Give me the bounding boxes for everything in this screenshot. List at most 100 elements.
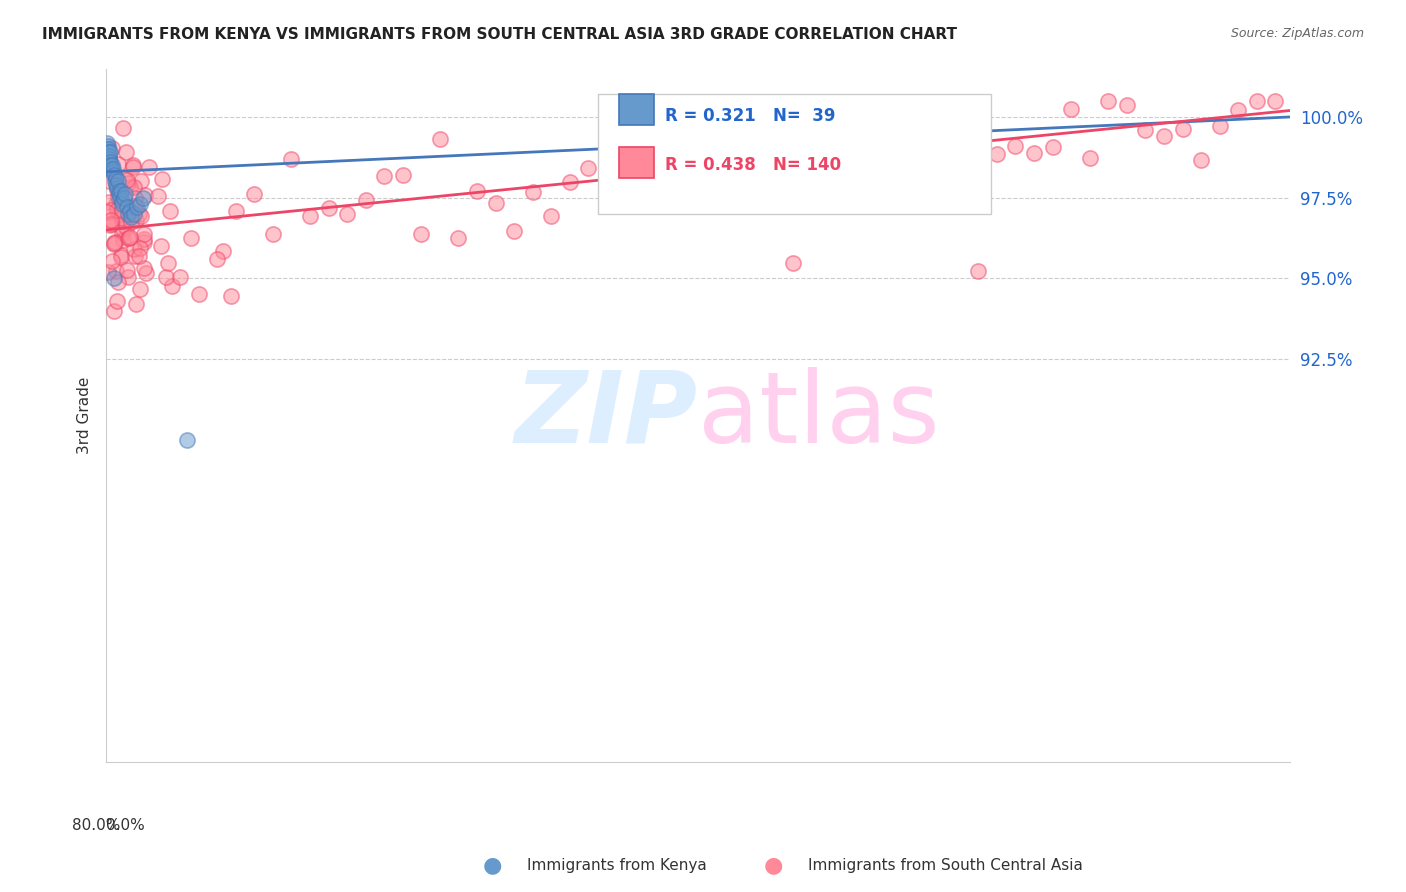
Immigrants from Kenya xyxy=(100,158,122,172)
Text: R = 0.438   N= 140: R = 0.438 N= 140 xyxy=(665,156,841,174)
Immigrants from Kenya xyxy=(97,149,120,163)
Immigrants from South Central Asia xyxy=(1246,94,1268,108)
Immigrants from South Central Asia xyxy=(101,254,124,268)
Immigrants from South Central Asia xyxy=(111,120,134,135)
Immigrants from South Central Asia xyxy=(596,118,619,132)
Immigrants from South Central Asia xyxy=(120,215,142,229)
Text: ●: ● xyxy=(763,855,783,875)
Immigrants from South Central Asia xyxy=(111,214,134,228)
Immigrants from Kenya xyxy=(176,433,198,447)
Immigrants from Kenya xyxy=(112,191,135,205)
Immigrants from South Central Asia xyxy=(150,172,173,186)
Immigrants from South Central Asia xyxy=(101,141,124,155)
Immigrants from Kenya xyxy=(96,142,118,156)
Immigrants from South Central Asia xyxy=(1171,122,1194,136)
Immigrants from South Central Asia xyxy=(180,231,202,245)
Immigrants from Kenya xyxy=(98,155,121,169)
Immigrants from South Central Asia xyxy=(1078,151,1101,165)
Immigrants from South Central Asia xyxy=(354,193,377,207)
Immigrants from South Central Asia xyxy=(100,212,122,227)
Immigrants from South Central Asia xyxy=(117,269,139,284)
Immigrants from Kenya xyxy=(122,207,145,221)
Immigrants from Kenya xyxy=(114,187,136,202)
Immigrants from South Central Asia xyxy=(129,209,152,223)
Immigrants from South Central Asia xyxy=(633,194,655,209)
Immigrants from South Central Asia xyxy=(98,203,121,218)
Immigrants from South Central Asia xyxy=(115,219,138,234)
Immigrants from South Central Asia xyxy=(132,235,155,249)
Immigrants from South Central Asia xyxy=(1153,128,1175,143)
Immigrants from South Central Asia xyxy=(105,183,128,197)
Immigrants from South Central Asia xyxy=(967,264,990,278)
Immigrants from South Central Asia xyxy=(187,286,209,301)
Immigrants from South Central Asia xyxy=(651,184,673,198)
Immigrants from South Central Asia xyxy=(107,275,129,289)
Immigrants from South Central Asia xyxy=(1004,139,1026,153)
Immigrants from South Central Asia xyxy=(1022,146,1045,161)
Text: Immigrants from South Central Asia: Immigrants from South Central Asia xyxy=(808,858,1084,872)
Immigrants from South Central Asia xyxy=(104,264,127,278)
Immigrants from Kenya xyxy=(118,203,141,218)
Immigrants from South Central Asia xyxy=(124,191,146,205)
Immigrants from South Central Asia xyxy=(105,293,128,308)
Y-axis label: 3rd Grade: 3rd Grade xyxy=(77,376,93,454)
Immigrants from South Central Asia xyxy=(373,169,395,183)
Immigrants from Kenya xyxy=(98,145,121,160)
Immigrants from South Central Asia xyxy=(125,213,148,227)
Immigrants from South Central Asia xyxy=(149,239,172,253)
Text: atlas: atlas xyxy=(697,367,939,464)
Immigrants from South Central Asia xyxy=(262,227,284,242)
Text: Source: ZipAtlas.com: Source: ZipAtlas.com xyxy=(1230,27,1364,40)
Text: ZIP: ZIP xyxy=(515,367,697,464)
Immigrants from South Central Asia xyxy=(138,160,160,174)
Immigrants from South Central Asia xyxy=(135,266,157,280)
Immigrants from South Central Asia xyxy=(129,174,152,188)
Immigrants from South Central Asia xyxy=(578,161,600,175)
Immigrants from Kenya xyxy=(103,271,125,285)
Immigrants from South Central Asia xyxy=(447,231,470,245)
Immigrants from South Central Asia xyxy=(98,173,121,187)
Text: 0.0%: 0.0% xyxy=(105,818,145,833)
Immigrants from South Central Asia xyxy=(111,202,134,217)
Immigrants from South Central Asia xyxy=(117,176,139,190)
Immigrants from South Central Asia xyxy=(856,134,879,148)
Text: 80.0%: 80.0% xyxy=(73,818,121,833)
Immigrants from Kenya xyxy=(101,165,124,179)
Immigrants from South Central Asia xyxy=(121,161,143,175)
Immigrants from South Central Asia xyxy=(121,208,143,222)
Immigrants from South Central Asia xyxy=(98,218,121,232)
Immigrants from South Central Asia xyxy=(100,216,122,230)
Immigrants from South Central Asia xyxy=(280,152,302,166)
Immigrants from South Central Asia xyxy=(124,296,146,310)
Immigrants from South Central Asia xyxy=(114,172,136,186)
Immigrants from South Central Asia xyxy=(503,224,526,238)
Text: ●: ● xyxy=(482,855,502,875)
Immigrants from Kenya xyxy=(97,139,120,153)
Immigrants from Kenya xyxy=(107,184,129,198)
Immigrants from South Central Asia xyxy=(243,187,266,202)
Immigrants from South Central Asia xyxy=(128,242,150,256)
Immigrants from South Central Asia xyxy=(108,207,131,221)
Immigrants from South Central Asia xyxy=(120,230,142,244)
Text: R = 0.321   N=  39: R = 0.321 N= 39 xyxy=(665,107,835,125)
Immigrants from Kenya xyxy=(96,136,118,150)
Immigrants from Kenya xyxy=(97,145,120,160)
Immigrants from South Central Asia xyxy=(484,195,506,210)
Immigrants from South Central Asia xyxy=(298,209,321,223)
Immigrants from South Central Asia xyxy=(522,185,544,199)
Immigrants from South Central Asia xyxy=(118,180,141,194)
Immigrants from South Central Asia xyxy=(614,161,637,175)
Immigrants from South Central Asia xyxy=(1264,94,1286,108)
Immigrants from South Central Asia xyxy=(221,289,243,303)
Immigrants from South Central Asia xyxy=(115,173,138,187)
Immigrants from South Central Asia xyxy=(103,235,125,249)
Immigrants from South Central Asia xyxy=(465,184,488,198)
Immigrants from South Central Asia xyxy=(128,207,150,221)
Immigrants from Kenya xyxy=(108,191,131,205)
Immigrants from South Central Asia xyxy=(107,157,129,171)
Immigrants from South Central Asia xyxy=(391,169,413,183)
Immigrants from Kenya xyxy=(105,178,128,192)
Immigrants from South Central Asia xyxy=(1060,103,1083,117)
Immigrants from South Central Asia xyxy=(155,270,177,285)
Immigrants from South Central Asia xyxy=(107,190,129,204)
